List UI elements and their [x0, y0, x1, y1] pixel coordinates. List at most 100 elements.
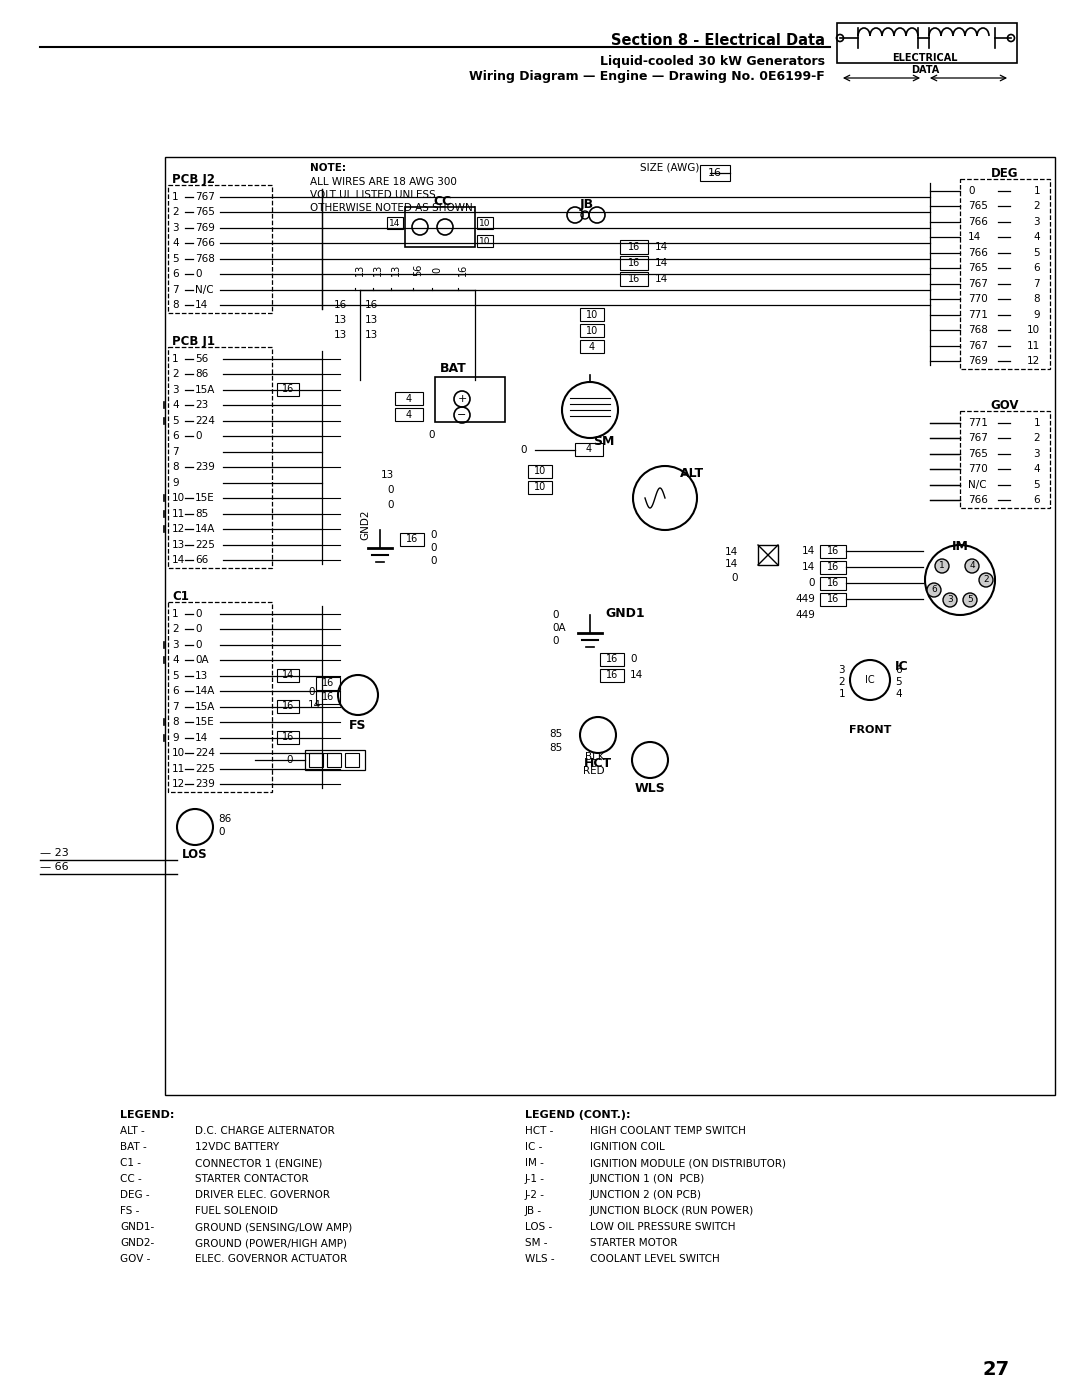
Text: 2: 2 — [983, 576, 989, 584]
Bar — [600, 669, 624, 682]
Text: C1 -: C1 - — [120, 1158, 141, 1168]
Text: GOV: GOV — [990, 400, 1020, 412]
Bar — [168, 184, 272, 313]
Text: JUNCTION 1 (ON  PCB): JUNCTION 1 (ON PCB) — [590, 1173, 705, 1185]
Text: 16: 16 — [282, 384, 294, 394]
Text: DATA: DATA — [910, 66, 940, 75]
Text: LOS: LOS — [183, 848, 207, 861]
Text: IC: IC — [865, 675, 875, 685]
Text: 5: 5 — [172, 416, 178, 426]
Text: 0: 0 — [218, 827, 225, 837]
Text: N/C: N/C — [968, 479, 987, 490]
Text: 1: 1 — [1034, 418, 1040, 427]
Circle shape — [966, 559, 978, 573]
Text: FRONT: FRONT — [849, 725, 891, 735]
Text: 0: 0 — [195, 270, 202, 279]
Text: 239: 239 — [195, 462, 215, 472]
Text: 0: 0 — [630, 654, 636, 664]
Text: 3: 3 — [947, 595, 953, 605]
Text: 0A: 0A — [552, 623, 566, 633]
Bar — [316, 678, 340, 690]
Text: 3: 3 — [1034, 217, 1040, 226]
Text: 14: 14 — [654, 274, 669, 284]
Text: PCB J2: PCB J2 — [172, 173, 215, 186]
Text: 0: 0 — [308, 687, 314, 697]
Text: 0: 0 — [519, 446, 527, 455]
Text: 4: 4 — [406, 409, 413, 419]
Text: 11: 11 — [172, 509, 186, 518]
Text: 0: 0 — [286, 754, 293, 766]
Text: 8: 8 — [172, 300, 178, 310]
Bar — [575, 443, 603, 455]
Text: 5: 5 — [1034, 479, 1040, 490]
Text: 0: 0 — [388, 485, 394, 495]
Text: CC -: CC - — [120, 1173, 141, 1185]
Bar — [276, 383, 299, 395]
Text: 2: 2 — [172, 624, 178, 634]
Text: 0: 0 — [731, 573, 738, 583]
Text: GND1: GND1 — [605, 608, 645, 620]
Text: 770: 770 — [968, 295, 988, 305]
Text: 6: 6 — [172, 270, 178, 279]
Text: 224: 224 — [195, 749, 215, 759]
Text: 0: 0 — [430, 556, 436, 566]
Text: 3: 3 — [172, 640, 178, 650]
Text: 10: 10 — [172, 493, 185, 503]
Bar — [165, 156, 1055, 1095]
Text: 10: 10 — [480, 218, 490, 228]
Text: LEGEND:: LEGEND: — [120, 1111, 174, 1120]
Text: IC -: IC - — [525, 1141, 542, 1153]
Text: 5: 5 — [895, 678, 902, 687]
Text: 16: 16 — [334, 300, 347, 310]
Text: 3: 3 — [1034, 448, 1040, 458]
Text: C1: C1 — [172, 590, 189, 604]
Text: 16: 16 — [827, 563, 839, 573]
Text: +: + — [457, 394, 467, 404]
Text: 85: 85 — [550, 729, 563, 739]
Text: 8: 8 — [1034, 295, 1040, 305]
Text: 10: 10 — [480, 236, 490, 246]
Text: 5: 5 — [172, 254, 178, 264]
Text: 23: 23 — [195, 401, 208, 411]
Text: RED: RED — [583, 766, 605, 775]
Text: 14: 14 — [725, 559, 738, 569]
Text: 6: 6 — [1034, 496, 1040, 506]
Bar — [960, 411, 1050, 509]
Text: ALL WIRES ARE 18 AWG 300: ALL WIRES ARE 18 AWG 300 — [310, 177, 457, 187]
Bar — [580, 339, 604, 353]
Text: 4: 4 — [589, 341, 595, 352]
Bar — [580, 307, 604, 321]
Text: ALT -: ALT - — [120, 1126, 145, 1136]
Text: 16: 16 — [282, 701, 294, 711]
Text: DEG: DEG — [991, 168, 1018, 180]
Text: 16: 16 — [827, 546, 839, 556]
Text: FUEL SOLENOID: FUEL SOLENOID — [195, 1206, 278, 1215]
Text: ELECTRICAL: ELECTRICAL — [892, 53, 958, 63]
Bar — [820, 562, 846, 574]
Text: 0A: 0A — [195, 655, 208, 665]
Text: 13: 13 — [391, 264, 401, 277]
Text: 13: 13 — [365, 330, 378, 339]
Bar — [345, 753, 359, 767]
Text: GROUND (SENSING/LOW AMP): GROUND (SENSING/LOW AMP) — [195, 1222, 352, 1232]
Text: 3: 3 — [172, 384, 178, 395]
Text: 10: 10 — [534, 482, 546, 493]
Text: 11: 11 — [1027, 341, 1040, 351]
Text: J-1 -: J-1 - — [525, 1173, 545, 1185]
Text: 13: 13 — [355, 264, 365, 277]
Text: 9: 9 — [1034, 310, 1040, 320]
Text: 6: 6 — [931, 585, 936, 595]
Text: ALT: ALT — [680, 467, 704, 481]
Text: 15A: 15A — [195, 384, 215, 395]
Bar — [580, 324, 604, 337]
Text: 14: 14 — [389, 218, 401, 228]
Text: GND1-: GND1- — [120, 1222, 154, 1232]
Text: LEGEND (CONT.):: LEGEND (CONT.): — [525, 1111, 631, 1120]
Text: 1: 1 — [1034, 186, 1040, 196]
Text: IC: IC — [895, 659, 908, 673]
Text: 0: 0 — [195, 609, 202, 619]
Text: Section 8 - Electrical Data: Section 8 - Electrical Data — [611, 34, 825, 47]
Bar — [309, 753, 323, 767]
Text: 768: 768 — [968, 326, 988, 335]
Text: 13: 13 — [195, 671, 208, 680]
